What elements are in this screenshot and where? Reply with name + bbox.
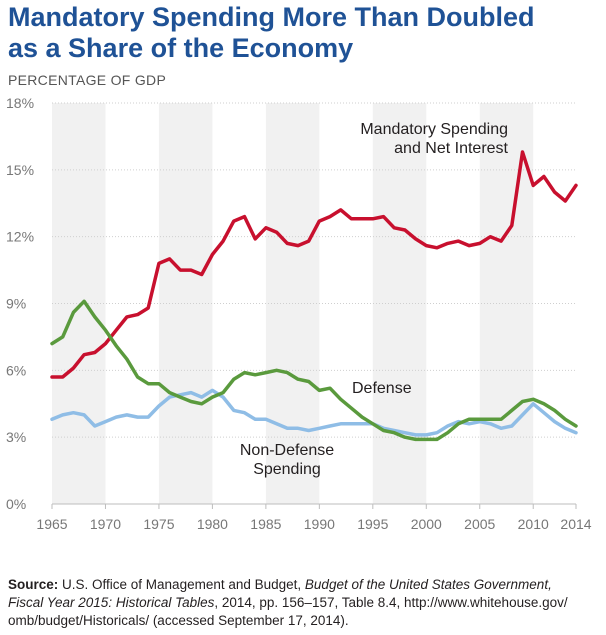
shaded-band-1 bbox=[158, 103, 213, 504]
chart-title: Mandatory Spending More Than Doubled as … bbox=[8, 2, 598, 64]
source-title-2: Fiscal Year 2015: Historical Tables bbox=[8, 595, 215, 610]
y-tick-label: 9% bbox=[6, 296, 26, 312]
x-tick-label: 2000 bbox=[411, 516, 442, 532]
x-tick-label: 2005 bbox=[464, 516, 495, 532]
series-label-2-line-2: Spending bbox=[253, 461, 321, 478]
series-label-1-line-1: Defense bbox=[352, 380, 412, 397]
shaded-band-4 bbox=[479, 103, 534, 504]
x-tick-label: 1970 bbox=[90, 516, 121, 532]
series-label-0-line-2: and Net Interest bbox=[394, 140, 508, 157]
source-text-3: omb/budget/Historicals/ (accessed Septem… bbox=[8, 613, 349, 628]
x-tick-label: 1985 bbox=[250, 516, 281, 532]
y-tick-label: 12% bbox=[6, 229, 34, 245]
source-label: Source: bbox=[8, 577, 59, 592]
y-axis-label: PERCENTAGE OF GDP bbox=[8, 72, 167, 88]
chart-title-line-1: Mandatory Spending More Than Doubled bbox=[8, 2, 535, 32]
y-tick-label: 6% bbox=[6, 362, 26, 378]
x-tick-label: 1990 bbox=[304, 516, 335, 532]
source-title-1: Budget of the United States Government, bbox=[304, 577, 552, 592]
source-text-2: , 2014, pp. 156–157, Table 8.4, http://w… bbox=[214, 595, 568, 610]
series-labels: Mandatory Spending and Net Interest Defens… bbox=[240, 121, 509, 478]
series-line-1 bbox=[50, 299, 578, 442]
shaded-band-3 bbox=[372, 103, 427, 504]
series-line-0 bbox=[50, 150, 578, 379]
x-tick-label: 1975 bbox=[143, 516, 174, 532]
series-label-2-line-1: Non-Defense bbox=[240, 442, 334, 459]
chart-title-line-2: as a Share of the Economy bbox=[8, 33, 354, 63]
shaded-band-0 bbox=[52, 103, 106, 504]
source-text-1: U.S. Office of Management and Budget, bbox=[58, 577, 305, 592]
x-tick-labels: 1965 1970 1975 1980 1985 1990 1995 2000 2005 2010… bbox=[36, 504, 592, 532]
y-tick-label: 15% bbox=[6, 162, 34, 178]
x-tick-label: 2014 bbox=[560, 516, 591, 532]
x-tick-label: 2010 bbox=[518, 516, 549, 532]
y-tick-label: 3% bbox=[6, 429, 26, 445]
series-lines bbox=[50, 150, 578, 442]
y-tick-labels: 0% 3% 6% 9% 12% 15% 18% bbox=[6, 95, 34, 512]
series-line-2 bbox=[50, 388, 578, 437]
y-tick-label: 18% bbox=[6, 95, 34, 111]
y-tick-label: 0% bbox=[6, 496, 26, 512]
series-label-0-line-1: Mandatory Spending bbox=[360, 121, 508, 138]
line-chart: 0%3%6%9%12%15%18% 1965 1970 1975 1980 1985 19… bbox=[6, 95, 592, 532]
x-tick-label: 1980 bbox=[197, 516, 228, 532]
x-tick-label: 1995 bbox=[357, 516, 388, 532]
gridlines bbox=[52, 102, 576, 505]
source-note: Source: U.S. Office of Management and Bu… bbox=[8, 576, 600, 630]
x-tick-label: 1965 bbox=[36, 516, 67, 532]
